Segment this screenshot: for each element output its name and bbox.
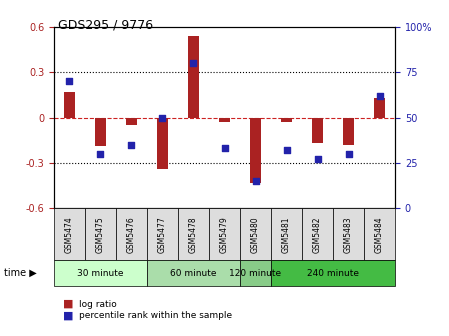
- Point: [252, 178, 259, 184]
- Bar: [281, 118, 292, 122]
- Point: [97, 151, 104, 157]
- Bar: [64, 92, 75, 118]
- Text: ■: ■: [63, 311, 73, 321]
- Text: 240 minute: 240 minute: [307, 268, 359, 278]
- Text: GSM5474: GSM5474: [65, 216, 74, 253]
- Text: GSM5480: GSM5480: [251, 216, 260, 253]
- Text: percentile rank within the sample: percentile rank within the sample: [79, 311, 232, 320]
- Bar: [95, 118, 106, 146]
- Text: GSM5477: GSM5477: [158, 216, 167, 253]
- Text: log ratio: log ratio: [79, 300, 116, 308]
- Text: GSM5475: GSM5475: [96, 216, 105, 253]
- Bar: [343, 118, 354, 145]
- Point: [345, 151, 352, 157]
- Text: 30 minute: 30 minute: [77, 268, 123, 278]
- Text: time ▶: time ▶: [4, 268, 37, 278]
- Bar: [312, 118, 323, 143]
- Text: GSM5483: GSM5483: [344, 216, 353, 253]
- Text: GSM5476: GSM5476: [127, 216, 136, 253]
- Text: ■: ■: [63, 299, 73, 309]
- Point: [159, 115, 166, 120]
- Bar: [219, 118, 230, 122]
- Point: [376, 93, 383, 98]
- Text: GSM5478: GSM5478: [189, 216, 198, 253]
- Text: GDS295 / 9776: GDS295 / 9776: [58, 18, 154, 32]
- Bar: [188, 36, 199, 118]
- Point: [66, 79, 73, 84]
- Point: [190, 60, 197, 66]
- Text: GSM5482: GSM5482: [313, 216, 322, 253]
- Point: [221, 146, 228, 151]
- Bar: [126, 118, 137, 125]
- Bar: [157, 118, 168, 169]
- Point: [128, 142, 135, 148]
- Point: [314, 157, 321, 162]
- Bar: [374, 98, 385, 118]
- Point: [283, 148, 290, 153]
- Text: GSM5484: GSM5484: [375, 216, 384, 253]
- Bar: [250, 118, 261, 183]
- Text: 120 minute: 120 minute: [229, 268, 282, 278]
- Text: 60 minute: 60 minute: [170, 268, 217, 278]
- Text: GSM5479: GSM5479: [220, 216, 229, 253]
- Text: GSM5481: GSM5481: [282, 216, 291, 253]
